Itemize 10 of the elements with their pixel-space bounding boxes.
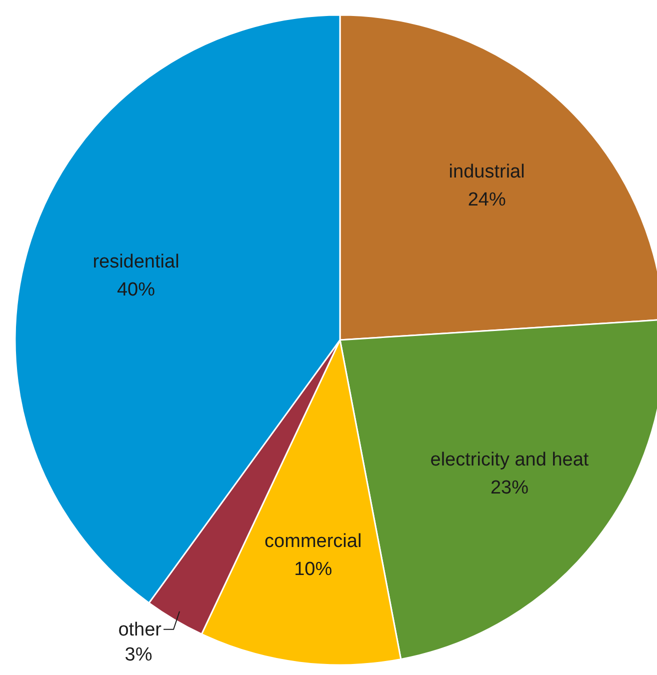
data-label: 24% [468,190,506,211]
data-label: 3% [124,644,152,666]
slice-label: other [118,619,162,640]
data-label: 23% [490,477,529,498]
data-label: 10% [294,558,332,580]
slice-label: commercial [264,530,362,552]
slice-label: electricity and heat [430,449,590,470]
data-label: 40% [116,280,156,301]
slice-label: residential [92,252,180,273]
slice-label: industrial [448,162,525,183]
